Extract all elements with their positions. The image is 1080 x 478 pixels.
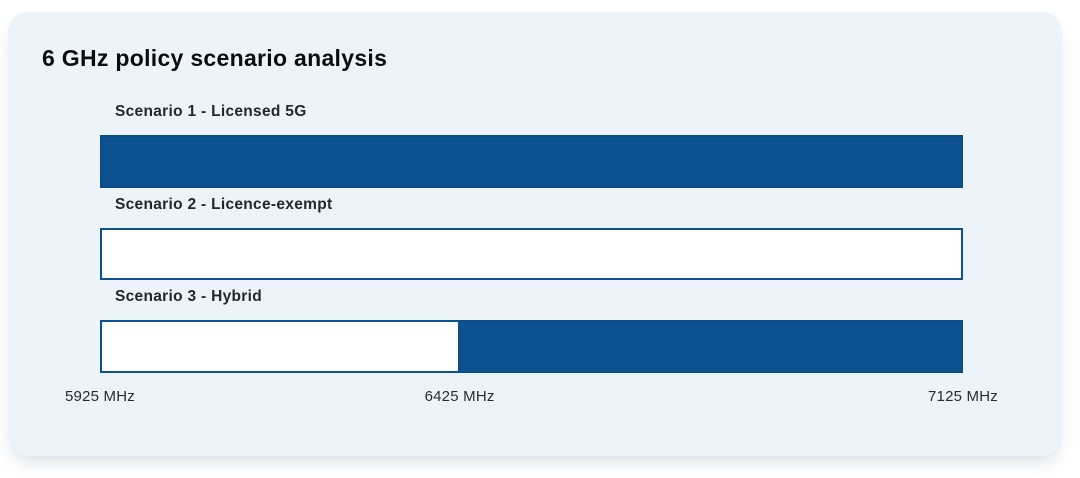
- analysis-card: 6 GHz policy scenario analysis Scenario …: [8, 12, 1062, 456]
- axis-tick-label: 5925 MHz: [65, 388, 135, 405]
- x-axis: 5925 MHz 6425 MHz 7125 MHz: [65, 388, 998, 410]
- chart-title: 6 GHz policy scenario analysis: [42, 45, 388, 71]
- bar-segment-licensed: [459, 320, 963, 373]
- bar-segment-licensed: [100, 135, 963, 188]
- scenario-label: Scenario 3 - Hybrid: [115, 288, 262, 305]
- scenario-chart: Scenario 1 - Licensed 5G Scenario 2 - Lic…: [65, 12, 998, 456]
- bar-segment-licence-exempt: [100, 320, 460, 373]
- scenario-bar: [100, 228, 963, 280]
- axis-tick-label: 7125 MHz: [928, 388, 998, 405]
- scenario-label: Scenario 1 - Licensed 5G: [115, 103, 307, 120]
- bar-segment-licence-exempt: [100, 228, 963, 280]
- axis-tick-label: 6425 MHz: [424, 388, 495, 405]
- scenario-bar: [100, 320, 963, 373]
- scenario-label: Scenario 2 - Licence-exempt: [115, 196, 333, 213]
- scenario-bar: [100, 135, 963, 188]
